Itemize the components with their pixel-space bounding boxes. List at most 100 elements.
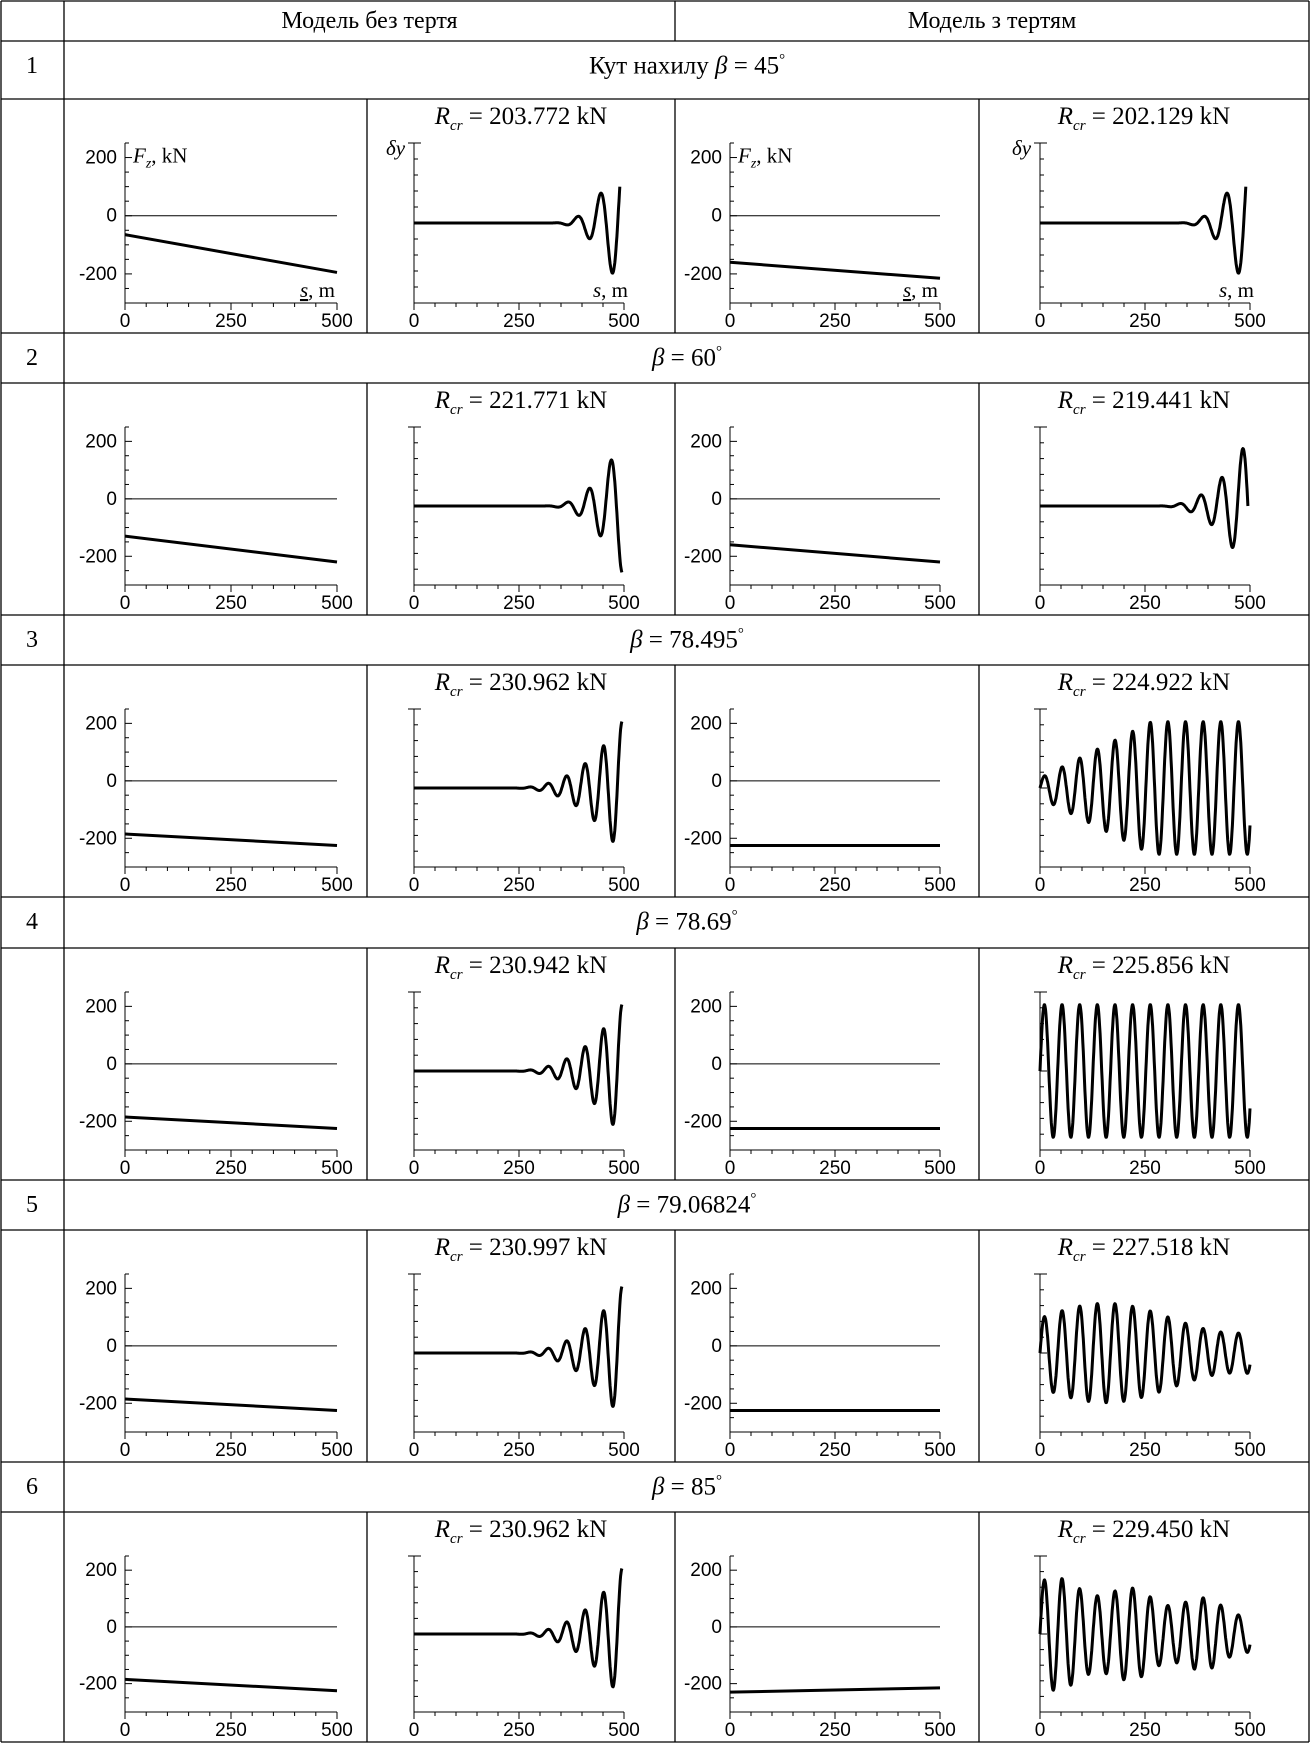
critical-force-value: 230.962 [489, 669, 571, 696]
r-symbol: R [1057, 952, 1074, 979]
critical-force-value: 221.771 [489, 387, 571, 414]
critical-force-label: Rcr = 219.441 kN [979, 387, 1309, 419]
plot-force-friction: 0 250 500 200 0 -200 Fz, kN s, m [684, 142, 956, 332]
beta-value: 60 [691, 344, 717, 372]
x-tick-label: 500 [321, 1440, 353, 1461]
row-number: 3 [26, 627, 38, 653]
x-tick-label: 0 [1035, 311, 1046, 332]
y-tick-label: 0 [711, 771, 722, 792]
r-symbol: R [434, 103, 451, 130]
critical-force-label: Rcr = 202.129 kN [979, 103, 1309, 135]
cr-subscript: cr [1073, 1531, 1086, 1547]
x-tick-label: 500 [1234, 593, 1266, 614]
equals-sign: = [1085, 1516, 1113, 1543]
unit-kn: kN [1193, 669, 1231, 696]
equals-sign: = [462, 103, 490, 130]
y-tick-label: -200 [684, 1111, 722, 1132]
beta-angle-heading: β = 78.69° [64, 908, 1310, 936]
x-tick-label: 0 [409, 593, 420, 614]
unit-kn: kN [570, 669, 608, 696]
x-tick-label: 250 [1129, 1158, 1161, 1179]
x-tick-label: 500 [924, 1158, 956, 1179]
x-tick-label: 0 [409, 1158, 420, 1179]
y-tick-label: 200 [690, 431, 722, 452]
equals-sign: = [664, 344, 692, 372]
x-tick-label: 500 [1234, 875, 1266, 896]
x-tick-label: 500 [321, 875, 353, 896]
critical-force-label: Rcr = 224.922 kN [979, 669, 1309, 701]
critical-force-label: Rcr = 229.450 kN [979, 1516, 1309, 1548]
equals-sign: = [462, 952, 490, 979]
y-tick-label: 0 [106, 206, 117, 227]
plot-force-friction: 0 250 500 200 0 -200 [684, 708, 956, 896]
r-symbol: R [434, 1234, 451, 1261]
y-tick-label: -200 [684, 546, 722, 567]
y-tick-label: 200 [690, 713, 722, 734]
x-tick-label: 250 [1129, 311, 1161, 332]
x-tick-label: 250 [215, 875, 247, 896]
r-symbol: R [1057, 669, 1074, 696]
unit-kn: kN [570, 1516, 608, 1543]
force-symbol: F [737, 144, 751, 168]
r-symbol: R [434, 1516, 451, 1543]
y-tick-label: 200 [85, 1560, 117, 1581]
equals-sign: = [462, 669, 490, 696]
y-tick-label: 200 [85, 996, 117, 1017]
unit-kn: kN [1193, 1516, 1231, 1543]
force-series-line [124, 1677, 338, 1693]
plot-deflection-no-friction: 0 250 500 [408, 708, 640, 896]
y-tick-label: 200 [690, 1560, 722, 1581]
cr-subscript: cr [1073, 1249, 1086, 1265]
row-number: 1 [26, 53, 38, 79]
x-tick-label: 0 [120, 1158, 131, 1179]
x-tick-label: 0 [120, 1440, 131, 1461]
force-series-line [729, 1686, 941, 1694]
critical-force-value: 202.129 [1112, 103, 1194, 130]
plot-deflection-friction: 0 250 500 [1034, 708, 1266, 896]
r-symbol: R [434, 952, 451, 979]
distance-symbol: s [593, 278, 601, 302]
x-tick-label: 250 [819, 875, 851, 896]
x-tick-label: 250 [215, 1158, 247, 1179]
critical-force-value: 224.922 [1112, 669, 1194, 696]
critical-force-label: Rcr = 203.772 kN [367, 103, 675, 135]
y-tick-label: -200 [79, 1674, 117, 1695]
x-tick-label: 0 [1035, 1158, 1046, 1179]
force-subscript: z [750, 157, 757, 172]
row-number: 5 [26, 1192, 38, 1218]
x-tick-label: 0 [1035, 1440, 1046, 1461]
equals-sign: = [462, 1516, 490, 1543]
plot-deflection-friction: 0 250 500 [1034, 1273, 1266, 1461]
critical-force-value: 225.856 [1112, 952, 1194, 979]
y-tick-label: 0 [106, 1336, 117, 1357]
distance-unit: , m [308, 278, 335, 302]
degree-sign: ° [716, 344, 723, 360]
plot-force-no-friction: 0 250 500 200 0 -200 [79, 1555, 353, 1741]
x-tick-label: 0 [120, 593, 131, 614]
distance-symbol: s [300, 278, 308, 302]
x-tick-label: 250 [503, 875, 535, 896]
critical-force-value: 203.772 [489, 103, 571, 130]
plot-deflection-no-friction: 0 250 500 δy s, m [386, 136, 640, 332]
x-tick-label: 250 [819, 1158, 851, 1179]
x-tick-label: 250 [215, 311, 247, 332]
x-tick-label: 0 [725, 1158, 736, 1179]
critical-force-value: 230.962 [489, 1516, 571, 1543]
x-tick-label: 250 [503, 593, 535, 614]
x-tick-label: 0 [725, 311, 736, 332]
degree-sign: ° [779, 52, 786, 68]
deflection-series-line [1038, 447, 1250, 549]
distance-unit: , m [1227, 278, 1254, 302]
x-tick-label: 250 [503, 311, 535, 332]
force-series-line [124, 1115, 338, 1130]
plot-force-no-friction: 0 250 500 200 0 -200 [79, 708, 353, 896]
y-tick-label: -200 [79, 1393, 117, 1414]
critical-force-value: 227.518 [1112, 1234, 1194, 1261]
force-symbol: F [132, 144, 146, 168]
equals-sign: = [1085, 1234, 1113, 1261]
deflection-series-line [412, 1568, 624, 1689]
beta-symbol: β [651, 1473, 665, 1501]
cr-subscript: cr [1073, 118, 1086, 134]
critical-force-label: Rcr = 230.997 kN [367, 1234, 675, 1266]
